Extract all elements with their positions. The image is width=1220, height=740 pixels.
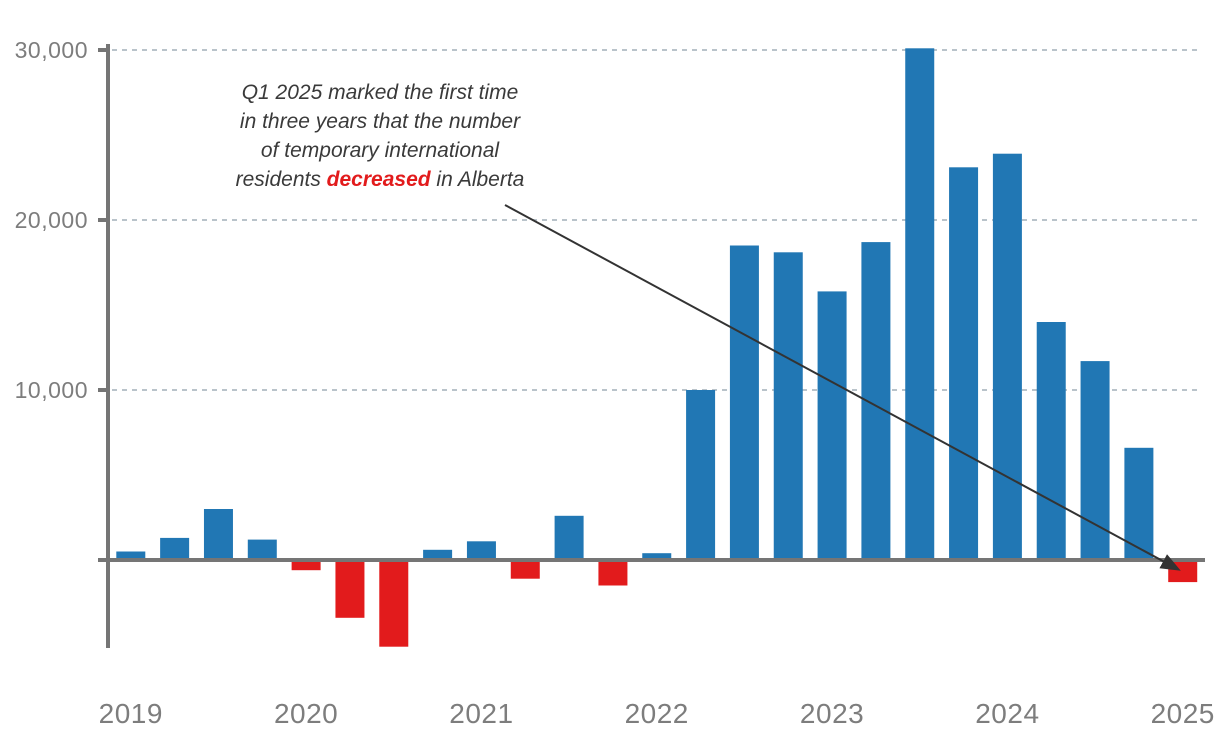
bar-2021 Q3 bbox=[554, 515, 584, 560]
bar-2022 Q3 bbox=[729, 245, 759, 560]
bar-2024 Q4 bbox=[1124, 447, 1154, 560]
x-tick-label-2024: 2024 bbox=[975, 698, 1040, 729]
bar-2022 Q2 bbox=[686, 390, 716, 560]
bar-2025 Q1 bbox=[1168, 560, 1198, 583]
x-tick-label-2023: 2023 bbox=[799, 698, 865, 729]
annotation-line-4: residents decreased in Alberta bbox=[170, 165, 590, 194]
y-tick-label-30,000: 30,000 bbox=[14, 37, 88, 63]
bar-2024 Q3 bbox=[1080, 361, 1110, 560]
annotation-line-1: Q1 2025 marked the first time bbox=[241, 81, 519, 104]
bar-2020 Q4 bbox=[423, 549, 453, 560]
x-tick-label-2020: 2020 bbox=[273, 698, 339, 729]
bar-2019 Q1 bbox=[116, 551, 146, 560]
bar-2020 Q1 bbox=[291, 560, 321, 571]
y-tick-label-20,000: 20,000 bbox=[14, 207, 88, 233]
bar-2021 Q4 bbox=[598, 560, 628, 586]
x-tick-label-2025: 2025 bbox=[1150, 698, 1215, 729]
annotation-highlight-decreased: decreased bbox=[326, 168, 431, 191]
x-tick-label-2021: 2021 bbox=[449, 698, 514, 729]
x-tick-label-2019: 2019 bbox=[98, 698, 163, 729]
bar-2019 Q3 bbox=[203, 509, 233, 560]
bar-2021 Q1 bbox=[466, 541, 496, 560]
bar-2024 Q1 bbox=[992, 153, 1022, 560]
bar-2020 Q2 bbox=[335, 560, 365, 618]
y-tick-label-10,000: 10,000 bbox=[14, 377, 88, 403]
annotation-line-3: of temporary international bbox=[260, 139, 500, 162]
chart-annotation: Q1 2025 marked the first time in three y… bbox=[170, 78, 590, 194]
annotation-arrow bbox=[504, 204, 1181, 571]
bar-2021 Q2 bbox=[510, 560, 540, 579]
bar-2023 Q3 bbox=[905, 48, 935, 561]
bar-2022 Q4 bbox=[773, 252, 803, 561]
bar-2019 Q4 bbox=[247, 539, 277, 560]
bar-2019 Q2 bbox=[160, 537, 190, 560]
annotation-line-2: in three years that the number bbox=[239, 110, 521, 133]
annotation-line-4-pre: residents bbox=[235, 168, 327, 191]
bar-2023 Q1 bbox=[817, 291, 847, 560]
bar-2022 Q1 bbox=[642, 553, 672, 560]
x-tick-label-2022: 2022 bbox=[624, 698, 689, 729]
bar-2023 Q4 bbox=[949, 167, 979, 561]
bar-2020 Q3 bbox=[379, 560, 409, 647]
bar-2024 Q2 bbox=[1036, 322, 1066, 560]
annotation-line-4-post: in Alberta bbox=[430, 168, 525, 191]
